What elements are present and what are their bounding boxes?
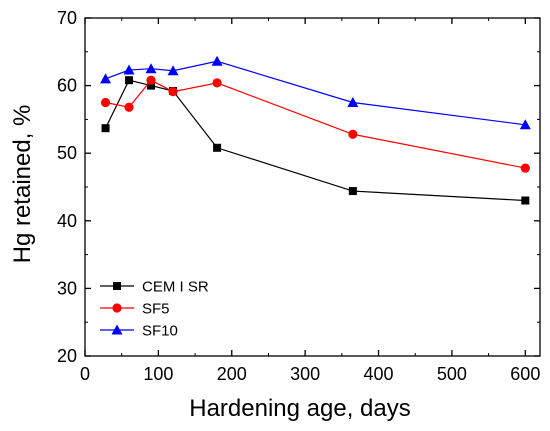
data-point-series-0 (147, 81, 156, 90)
data-point-series-2 (100, 73, 112, 84)
legend-label-0: CEM I SR (142, 279, 209, 296)
x-axis-title: Hardening age, days (189, 395, 410, 422)
legend-label-2: SF10 (142, 323, 178, 340)
series-line-2 (105, 60, 526, 126)
legend-label-1: SF5 (142, 301, 170, 318)
y-tick-label: 50 (57, 143, 77, 163)
x-tick-label: 0 (80, 364, 90, 384)
data-point-series-1 (212, 78, 222, 88)
y-axis-title: Hg retained, % (9, 105, 36, 264)
legend-marker-0 (113, 282, 121, 290)
data-point-series-0 (101, 124, 110, 133)
data-point-series-0 (521, 196, 530, 205)
y-tick-label: 40 (57, 211, 77, 231)
data-point-series-2 (145, 63, 157, 74)
data-point-series-1 (100, 97, 111, 108)
x-tick-label: 300 (290, 364, 320, 384)
data-point-series-2 (211, 55, 223, 66)
data-point-series-1 (124, 102, 134, 112)
legend-marker-1 (112, 303, 122, 313)
data-point-series-2 (519, 119, 531, 130)
data-point-series-1 (168, 87, 178, 97)
data-point-series-0 (348, 187, 357, 196)
data-point-series-1 (348, 129, 358, 139)
legend-marker-2 (111, 324, 123, 335)
x-tick-label: 100 (143, 364, 173, 384)
series-line-1 (105, 79, 526, 169)
data-point-series-0 (213, 143, 222, 152)
x-tick-label: 400 (364, 364, 394, 384)
data-point-series-1 (520, 163, 530, 173)
legend: CEM I SR SF5 SF10 (100, 279, 209, 340)
data-point-series-2 (347, 97, 359, 107)
y-tick-label: 30 (57, 278, 77, 298)
y-tick-label: 20 (57, 346, 77, 366)
series-line-0 (105, 79, 526, 202)
y-tick-label: 70 (57, 8, 77, 28)
x-tick-label: 600 (510, 364, 540, 384)
data-point-series-2 (167, 65, 179, 76)
x-tick-label: 500 (437, 364, 467, 384)
data-point-series-0 (125, 76, 134, 85)
data-point-series-1 (146, 75, 156, 85)
data-point-series-2 (123, 64, 135, 75)
plot-area: 0 100 200 300 400 500 600 20 30 40 50 60 70 (57, 8, 541, 384)
y-tick-label: 60 (57, 76, 77, 96)
x-tick-label: 200 (217, 364, 247, 384)
